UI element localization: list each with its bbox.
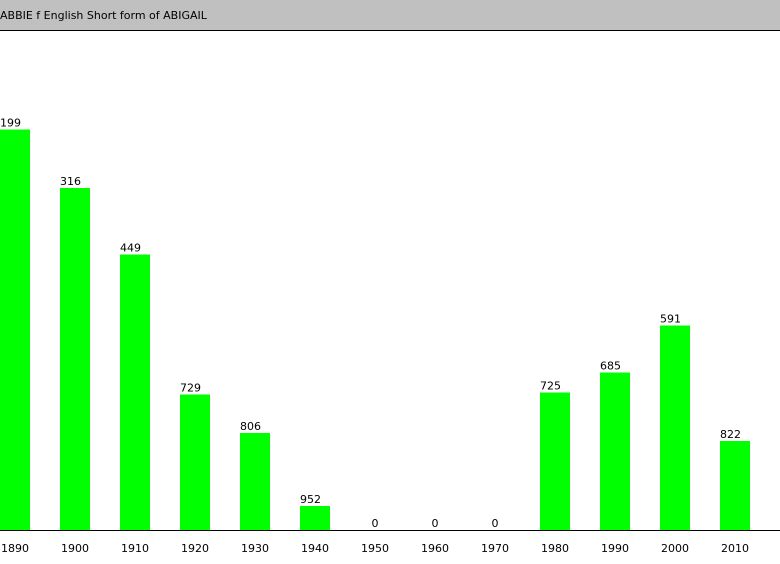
bar — [180, 394, 210, 530]
bar — [540, 392, 570, 530]
x-tick-label: 2010 — [721, 542, 749, 555]
value-label: 199 — [0, 117, 21, 130]
x-tick-label: 1930 — [241, 542, 269, 555]
value-label: 685 — [600, 360, 621, 373]
value-label: 316 — [60, 175, 81, 188]
bar — [240, 433, 270, 530]
value-label: 806 — [240, 420, 261, 433]
x-tick-label: 1940 — [301, 542, 329, 555]
x-tick-label: 1900 — [61, 542, 89, 555]
value-label: 591 — [660, 313, 681, 326]
header-bar — [0, 0, 780, 30]
x-tick-label: 1910 — [121, 542, 149, 555]
value-label: 952 — [300, 493, 321, 506]
bar — [0, 129, 30, 530]
x-tick-label: 1950 — [361, 542, 389, 555]
bar — [300, 506, 330, 530]
x-tick-label: 1970 — [481, 542, 509, 555]
chart-title: ABBIE f English Short form of ABIGAIL — [0, 9, 208, 22]
value-label: 729 — [180, 382, 201, 395]
value-label: 0 — [372, 517, 379, 530]
bar — [720, 441, 750, 530]
value-label: 449 — [120, 242, 141, 255]
x-tick-label: 1890 — [1, 542, 29, 555]
bar — [660, 325, 690, 530]
x-tick-label: 1960 — [421, 542, 449, 555]
value-label: 822 — [720, 428, 741, 441]
x-tick-label: 1920 — [181, 542, 209, 555]
value-label: 0 — [432, 517, 439, 530]
value-label: 0 — [492, 517, 499, 530]
bar — [600, 372, 630, 530]
x-tick-label: 1990 — [601, 542, 629, 555]
x-tick-label: 2000 — [661, 542, 689, 555]
bar — [120, 254, 150, 530]
value-label: 725 — [540, 380, 561, 393]
x-tick-label: 1980 — [541, 542, 569, 555]
bar — [60, 188, 90, 530]
